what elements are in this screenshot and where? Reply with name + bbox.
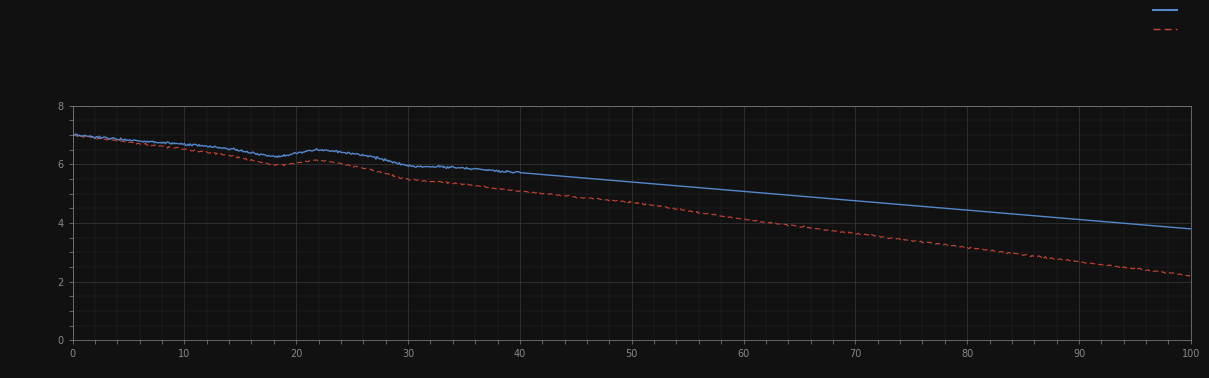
Legend: , : , xyxy=(1153,5,1180,34)
